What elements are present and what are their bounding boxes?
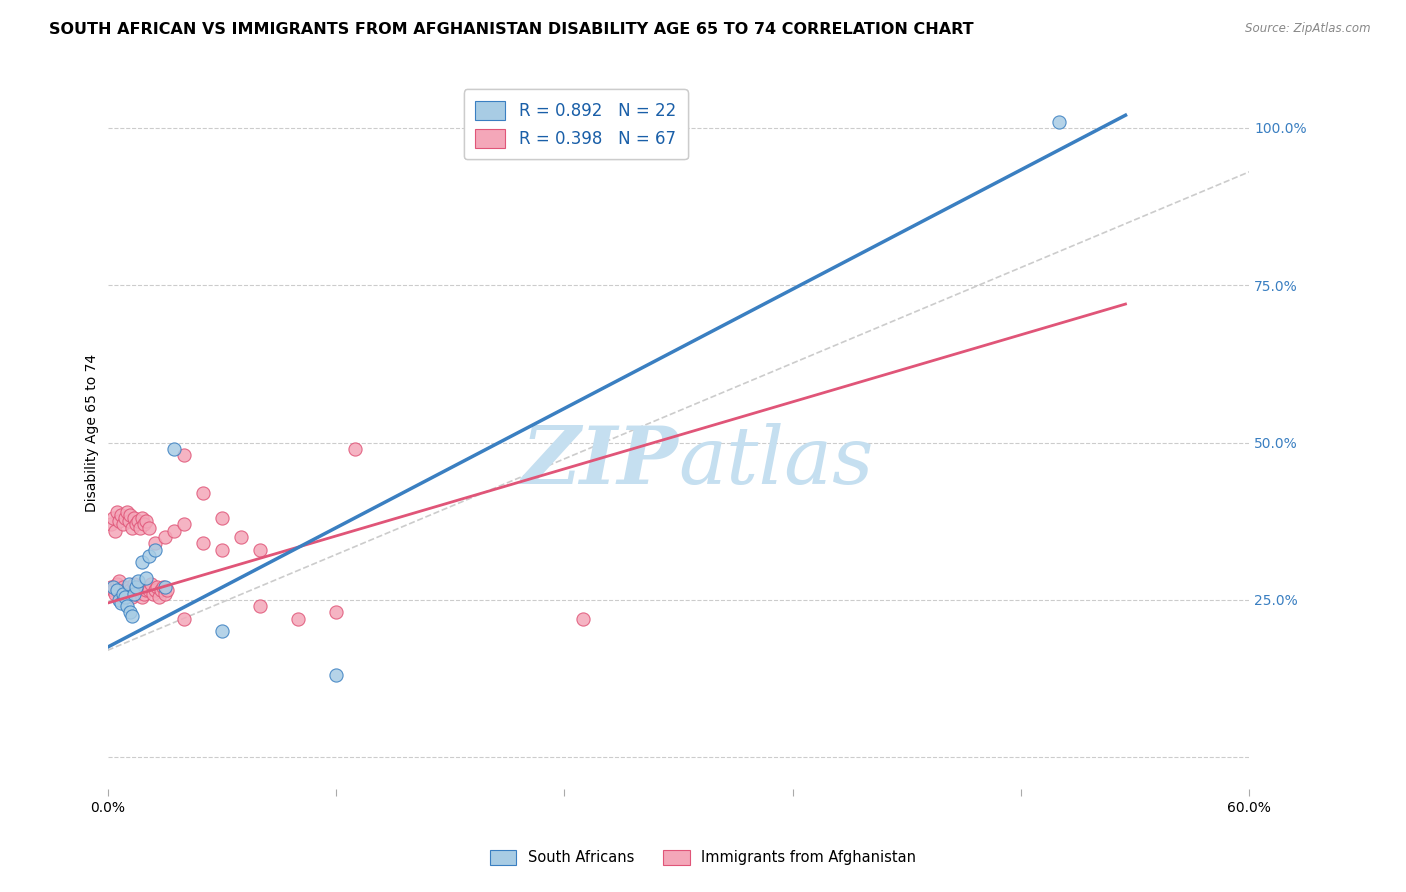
Point bbox=[105, 577, 128, 591]
Point bbox=[152, 580, 174, 594]
Point bbox=[249, 599, 271, 614]
Text: Source: ZipAtlas.com: Source: ZipAtlas.com bbox=[1246, 22, 1371, 36]
Point bbox=[173, 612, 195, 626]
Point bbox=[156, 583, 179, 598]
Point bbox=[173, 448, 195, 462]
Text: atlas: atlas bbox=[678, 423, 873, 500]
Point bbox=[143, 536, 166, 550]
Point bbox=[103, 511, 125, 525]
Point bbox=[111, 517, 134, 532]
Point bbox=[153, 530, 176, 544]
Point bbox=[111, 586, 134, 600]
Point bbox=[325, 668, 347, 682]
Point bbox=[105, 583, 128, 598]
Point bbox=[191, 486, 214, 500]
Point bbox=[105, 505, 128, 519]
Point bbox=[136, 580, 159, 594]
Point bbox=[115, 505, 138, 519]
Legend: South Africans, Immigrants from Afghanistan: South Africans, Immigrants from Afghanis… bbox=[484, 844, 922, 871]
Point bbox=[141, 577, 163, 591]
Point bbox=[135, 514, 157, 528]
Point bbox=[211, 542, 233, 557]
Point bbox=[148, 590, 170, 604]
Point bbox=[100, 580, 122, 594]
Point bbox=[117, 577, 139, 591]
Point bbox=[127, 574, 149, 588]
Point bbox=[114, 511, 136, 525]
Point bbox=[115, 586, 138, 600]
Point bbox=[131, 590, 153, 604]
Point bbox=[325, 606, 347, 620]
Point bbox=[110, 508, 132, 522]
Point bbox=[149, 583, 172, 598]
Point bbox=[114, 590, 136, 604]
Point bbox=[120, 606, 142, 620]
Point bbox=[143, 583, 166, 598]
Point bbox=[131, 511, 153, 525]
Point bbox=[343, 442, 366, 456]
Point bbox=[143, 542, 166, 557]
Point bbox=[1047, 114, 1070, 128]
Point bbox=[131, 555, 153, 569]
Point bbox=[111, 580, 134, 594]
Point bbox=[129, 520, 152, 534]
Point bbox=[249, 542, 271, 557]
Point bbox=[572, 612, 595, 626]
Point bbox=[153, 586, 176, 600]
Point bbox=[132, 586, 155, 600]
Point bbox=[142, 586, 165, 600]
Point bbox=[138, 549, 160, 563]
Text: SOUTH AFRICAN VS IMMIGRANTS FROM AFGHANISTAN DISABILITY AGE 65 TO 74 CORRELATION: SOUTH AFRICAN VS IMMIGRANTS FROM AFGHANI… bbox=[49, 22, 974, 37]
Point bbox=[122, 511, 145, 525]
Point bbox=[120, 583, 142, 598]
Point bbox=[127, 583, 149, 598]
Point bbox=[229, 530, 252, 544]
Point bbox=[115, 599, 138, 614]
Point bbox=[110, 590, 132, 604]
Point bbox=[287, 612, 309, 626]
Point bbox=[108, 514, 131, 528]
Point bbox=[153, 580, 176, 594]
Point bbox=[125, 517, 148, 532]
Point bbox=[173, 517, 195, 532]
Point bbox=[125, 586, 148, 600]
Point bbox=[108, 574, 131, 588]
Point bbox=[127, 514, 149, 528]
Point bbox=[132, 517, 155, 532]
Point bbox=[138, 520, 160, 534]
Point bbox=[121, 520, 143, 534]
Point bbox=[100, 517, 122, 532]
Point bbox=[125, 580, 148, 594]
Point bbox=[211, 511, 233, 525]
Point bbox=[191, 536, 214, 550]
Point bbox=[129, 580, 152, 594]
Point bbox=[103, 580, 125, 594]
Point bbox=[163, 524, 186, 538]
Point bbox=[117, 514, 139, 528]
Point bbox=[121, 608, 143, 623]
Point bbox=[103, 583, 125, 598]
Point bbox=[117, 580, 139, 594]
Point bbox=[121, 590, 143, 604]
Point bbox=[146, 580, 169, 594]
Point bbox=[120, 508, 142, 522]
Point bbox=[110, 596, 132, 610]
Point bbox=[104, 524, 127, 538]
Point bbox=[163, 442, 186, 456]
Text: ZIP: ZIP bbox=[522, 423, 678, 500]
Point bbox=[211, 624, 233, 639]
Point bbox=[108, 593, 131, 607]
Point bbox=[122, 577, 145, 591]
Point bbox=[135, 571, 157, 585]
Point bbox=[138, 583, 160, 598]
Point bbox=[104, 586, 127, 600]
Y-axis label: Disability Age 65 to 74: Disability Age 65 to 74 bbox=[86, 354, 100, 512]
Point bbox=[122, 586, 145, 600]
Point bbox=[114, 583, 136, 598]
Legend: R = 0.892   N = 22, R = 0.398   N = 67: R = 0.892 N = 22, R = 0.398 N = 67 bbox=[464, 89, 688, 160]
Point bbox=[135, 583, 157, 598]
